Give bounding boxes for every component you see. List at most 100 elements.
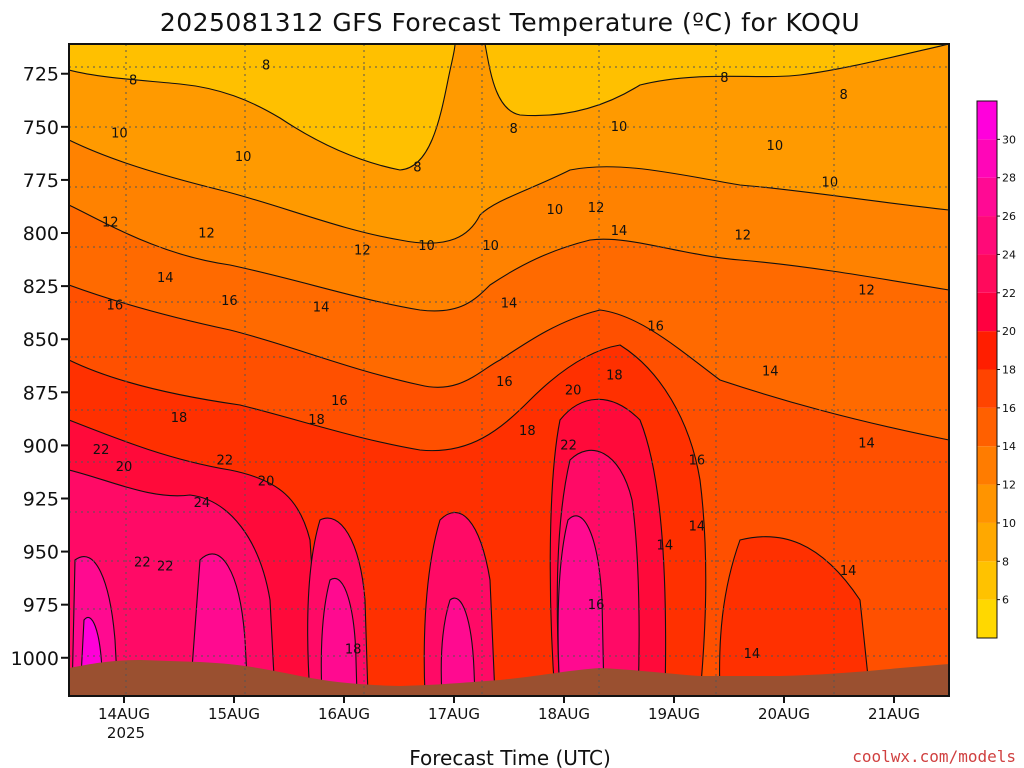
contour-label: 20 (258, 475, 275, 490)
y-tick-label: 725 (23, 64, 59, 86)
contour-label: 8 (129, 73, 137, 88)
contour-label: 22 (217, 454, 234, 469)
contour-label: 16 (647, 320, 664, 335)
contour-label: 16 (331, 394, 348, 409)
credit-link[interactable]: coolwx.com/models (852, 747, 1016, 766)
contour-label: 10 (235, 150, 252, 165)
colorbar-swatch (977, 522, 997, 562)
grid-lines (69, 44, 949, 696)
contour-label: 10 (611, 120, 628, 135)
colorbar-swatch (977, 216, 997, 255)
y-axis: 725 750 775 800 825 850 875 900 925 950 975 1000 (11, 64, 69, 670)
contour-label: 8 (509, 122, 517, 137)
y-tick-label: 850 (23, 329, 59, 351)
contour-label: 12 (588, 201, 605, 216)
x-tick-label: 17AUG (428, 705, 480, 723)
contour-label: 14 (689, 519, 706, 534)
contour-label: 14 (744, 647, 761, 662)
ground-terrain (69, 660, 949, 696)
x-tick-label: 15AUG (208, 705, 260, 723)
plot-area: 8 8 8 8 8 8 10 10 10 10 10 10 10 10 12 12 12 12 12 12 14 14 14… (69, 44, 949, 696)
contour-label: 10 (767, 139, 784, 154)
contour-label: 10 (418, 239, 435, 254)
contour-label: 16 (221, 294, 238, 309)
colorbar-label: 10 (1002, 517, 1016, 530)
colorbar-label: 18 (1002, 364, 1016, 377)
colorbar-label: 12 (1002, 479, 1016, 492)
contour-label: 16 (107, 298, 124, 313)
colorbar-swatch (977, 599, 997, 638)
contour-label: 16 (689, 454, 706, 469)
colorbar-swatch (977, 292, 997, 332)
contour-label: 24 (194, 496, 211, 511)
colorbar-label: 30 (1002, 133, 1016, 146)
colorbar-swatch (977, 484, 997, 523)
contour-label: 18 (519, 424, 536, 439)
y-tick-label: 1000 (11, 648, 59, 670)
contour-label: 16 (496, 375, 513, 390)
colorbar-label: 22 (1002, 287, 1016, 300)
band-8b (484, 44, 949, 117)
contour-label: 10 (482, 239, 499, 254)
colorbar-label: 28 (1002, 172, 1016, 185)
contour-label: 14 (157, 271, 174, 286)
y-tick-label: 925 (23, 488, 59, 510)
colorbar-label: 8 (1002, 555, 1009, 568)
contour-label: 14 (762, 364, 779, 379)
colorbar-swatch (977, 369, 997, 408)
colorbar-swatch (977, 331, 997, 370)
contour-label: 10 (111, 126, 128, 141)
colorbar-swatch (977, 407, 997, 447)
contour-labels: 8 8 8 8 8 8 10 10 10 10 10 10 10 10 12 12 12 12 12 12 14 14 14… (93, 58, 875, 661)
y-tick-label: 750 (23, 117, 59, 139)
band-26b (189, 553, 249, 696)
x-tick-label: 18AUG (538, 705, 590, 723)
contour-label: 14 (501, 296, 518, 311)
x-axis: 14AUG 15AUG 16AUG 17AUG 18AUG 19AUG 20AUG 21AUG (98, 696, 920, 723)
contour-label: 12 (858, 284, 875, 299)
x-tick-label: 20AUG (758, 705, 810, 723)
y-tick-label: 950 (23, 542, 59, 564)
colorbar-swatch (977, 139, 997, 178)
colorbar-label: 24 (1002, 248, 1016, 261)
contour-label: 18 (308, 413, 325, 428)
contour-label: 10 (822, 175, 839, 190)
colorbar-label: 16 (1002, 402, 1016, 415)
contour-label: 20 (116, 460, 133, 475)
y-tick-label: 975 (23, 595, 59, 617)
contour-label: 10 (547, 203, 564, 218)
colorbar-label: 6 (1002, 594, 1009, 607)
colorbar-swatch (977, 446, 997, 485)
y-tick-label: 900 (23, 435, 59, 457)
contour-label: 14 (611, 224, 628, 239)
band-26c (320, 577, 358, 696)
band-8 (69, 44, 456, 171)
x-tick-label: 21AUG (868, 705, 920, 723)
contour-label: 22 (560, 439, 577, 454)
colorbar-label: 26 (1002, 210, 1016, 223)
contour-label: 8 (262, 58, 270, 73)
colorbar: 6 8 10 12 14 16 18 20 22 24 26 28 30 (976, 100, 1016, 639)
contour-label: 12 (102, 216, 119, 231)
contour-label: 22 (134, 555, 151, 570)
contour-label: 12 (734, 228, 751, 243)
x-tick-label: 19AUG (648, 705, 700, 723)
contour-label: 22 (93, 443, 110, 458)
contour-label: 22 (157, 560, 174, 575)
contour-label: 18 (171, 411, 188, 426)
contour-label: 18 (606, 369, 623, 384)
contour-label: 18 (345, 643, 362, 658)
contour-label: 14 (858, 437, 875, 452)
contour-label: 12 (354, 243, 371, 258)
x-tick-label: 14AUG (98, 705, 150, 723)
band-26d (440, 597, 476, 696)
contour-label: 8 (839, 88, 847, 103)
colorbar-label: 14 (1002, 440, 1016, 453)
contour-label: 8 (720, 71, 728, 86)
chart-title: 2025081312 GFS Forecast Temperature (ºC)… (160, 8, 860, 37)
y-tick-label: 875 (23, 382, 59, 404)
plot-frame (68, 43, 950, 697)
x-axis-sublabel: 2025 (107, 724, 145, 742)
colorbar-swatch (977, 101, 997, 140)
